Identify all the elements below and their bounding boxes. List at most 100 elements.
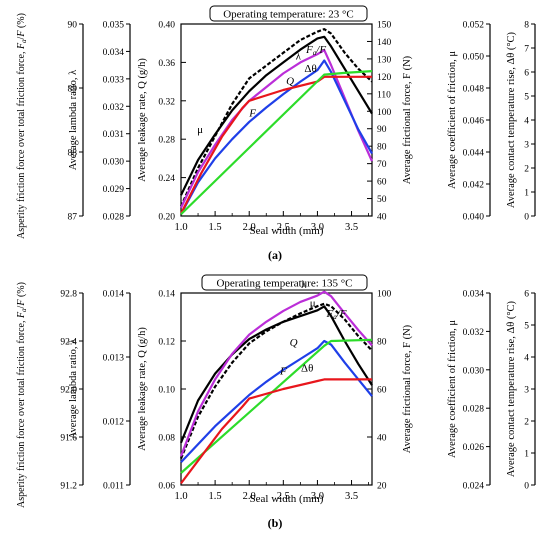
y-tick-label: 92.4 — [60, 338, 77, 348]
x-tick-label: 3.0 — [311, 491, 324, 502]
y-tick-label: 0.042 — [463, 181, 485, 191]
y-tick-label: 0.10 — [158, 386, 175, 396]
x-axis-label: Seal width (mm) — [250, 225, 324, 237]
mu-label: μ — [197, 124, 203, 136]
lambda-label: λ — [296, 51, 302, 63]
y-tick-label: 6 — [524, 69, 529, 79]
chart-title: Operating temperature: 23 °C — [223, 9, 354, 21]
series-line-mu — [180, 35, 373, 196]
y-tick-label: 88 — [68, 149, 78, 159]
q-label: Q — [286, 75, 294, 87]
panel-a: 1.0 1.5 2.0 2.5 3.0 3.5 Seal width (mm) (a) Oper… — [16, 5, 536, 262]
series-line-lambda — [179, 290, 373, 457]
y-tick-label: 0.12 — [158, 338, 175, 348]
y-axis-title: Average contact temperature rise, Δθ (°C… — [506, 300, 517, 477]
y-axis-q: 0.20 0.24 0.28 0.32 0.36 0.40 Average leakage … — [137, 21, 186, 223]
panel-b: 1.0 1.5 2.0 2.5 3.0 3.5 Seal width (mm) (b) Oper… — [16, 274, 536, 530]
y-tick-label: 0.20 — [158, 213, 175, 223]
x-tick-label: 1.5 — [209, 222, 222, 233]
series-line-q — [180, 339, 373, 463]
y-tick-label: 5 — [524, 93, 529, 103]
y-axis-lam: 0.028 0.029 0.030 0.031 0.032 0.033 0.034 0.035… — [68, 21, 131, 223]
y-tick-label: 100 — [377, 290, 392, 300]
y-tick-label: 110 — [377, 90, 391, 100]
y-tick-label: 60 — [377, 178, 387, 188]
y-tick-label: 0.032 — [463, 328, 485, 338]
y-tick-label: 130 — [377, 55, 392, 65]
y-tick-label: 0.026 — [463, 443, 485, 453]
x-tick-label: 2.0 — [243, 491, 256, 502]
y-tick-label: 91.2 — [60, 482, 77, 492]
x-tick-label: 3.0 — [311, 222, 324, 233]
mu-label: μ — [310, 297, 316, 309]
y-tick-label: 0.013 — [103, 354, 125, 364]
x-tick-label: 1.0 — [174, 491, 187, 502]
y-tick-label: 70 — [377, 160, 387, 170]
y-tick-label: 3 — [524, 386, 529, 396]
y-tick-label: 92.0 — [60, 386, 77, 396]
y-tick-label: 0.044 — [463, 149, 485, 159]
y-tick-label: 87 — [68, 213, 78, 223]
y-tick-label: 20 — [377, 482, 387, 492]
y-tick-label: 0.048 — [463, 85, 485, 95]
y-tick-label: 40 — [377, 434, 387, 444]
y-axis-f: 40 50 60 70 80 90 100 110 120 130 140 150 Average fr… — [367, 21, 413, 223]
y-tick-label: 0.050 — [463, 53, 485, 63]
y-axis-title: Average contact temperature rise, Δθ (°C… — [506, 31, 517, 208]
y-tick-label: 0.32 — [158, 97, 175, 107]
y-tick-label: 0.014 — [103, 290, 125, 300]
y-tick-label: 0 — [524, 482, 529, 492]
y-tick-label: 80 — [377, 143, 387, 153]
y-tick-label: 89 — [68, 85, 78, 95]
y-axis-title: Average lambda ratio, λ — [68, 69, 79, 170]
y-tick-label: 0.011 — [103, 482, 124, 492]
y-tick-label: 120 — [377, 73, 392, 83]
fa-over-f-label: Fa/F — [326, 308, 347, 321]
y-tick-label: 80 — [377, 338, 387, 348]
y-axis-title: Average leakage rate, Q (g/h) — [137, 58, 148, 182]
y-axis-title: Asperity friction force over total frict… — [16, 282, 28, 508]
x-tick-label: 2.5 — [277, 222, 290, 233]
y-tick-label: 0.14 — [158, 290, 175, 300]
y-tick-label: 50 — [377, 195, 387, 205]
series-line-lambda — [180, 48, 374, 209]
series-line-fa-f — [179, 28, 373, 207]
delta-theta-label: Δθ — [304, 63, 316, 75]
y-tick-label: 0.040 — [463, 213, 485, 223]
x-tick-label: 3.5 — [345, 222, 358, 233]
y-axis-dt: 0 1 2 3 4 5 6 7 8 Average contact temperature ris… — [506, 21, 536, 223]
y-tick-label: 0.034 — [103, 48, 125, 58]
y-tick-label: 0.034 — [463, 290, 485, 300]
y-tick-label: 1 — [524, 189, 529, 199]
lambda-label: λ — [301, 279, 307, 291]
y-tick-label: 2 — [524, 418, 529, 428]
y-tick-label: 90 — [377, 125, 387, 135]
y-tick-label: 0.030 — [463, 366, 485, 376]
x-tick-label: 1.0 — [174, 222, 187, 233]
y-tick-label: 0.028 — [103, 213, 125, 223]
y-tick-label: 40 — [377, 213, 387, 223]
y-tick-label: 4 — [524, 354, 529, 364]
y-tick-label: 0.032 — [103, 103, 125, 113]
y-tick-label: 0.024 — [463, 482, 485, 492]
y-tick-label: 0.24 — [158, 174, 175, 184]
chart-title: Operating temperature: 135 °C — [216, 278, 352, 290]
y-tick-label: 90 — [68, 21, 78, 31]
title-box — [209, 5, 368, 22]
series-line-delta-theta — [180, 378, 372, 485]
y-tick-label: 6 — [524, 290, 529, 300]
series-line-mu — [179, 305, 373, 444]
y-tick-label: 91.6 — [60, 434, 77, 444]
y-tick-label: 0.033 — [103, 75, 125, 85]
panel-label: (b) — [268, 516, 283, 530]
y-axis-mu: 0.040 0.042 0.044 0.046 0.048 0.050 0.052 Avera… — [447, 21, 491, 223]
y-tick-label: 7 — [524, 45, 529, 55]
y-tick-label: 0.028 — [463, 405, 485, 415]
y-tick-label: 0.36 — [158, 59, 175, 69]
y-tick-label: 0.030 — [103, 158, 125, 168]
y-axis-mu: 0.024 0.026 0.028 0.030 0.032 0.034 Average co… — [447, 290, 491, 492]
y-axis-title: Average coefficient of friction, μ — [447, 320, 458, 458]
y-tick-label: 0.40 — [158, 21, 175, 31]
y-tick-label: 60 — [377, 386, 387, 396]
